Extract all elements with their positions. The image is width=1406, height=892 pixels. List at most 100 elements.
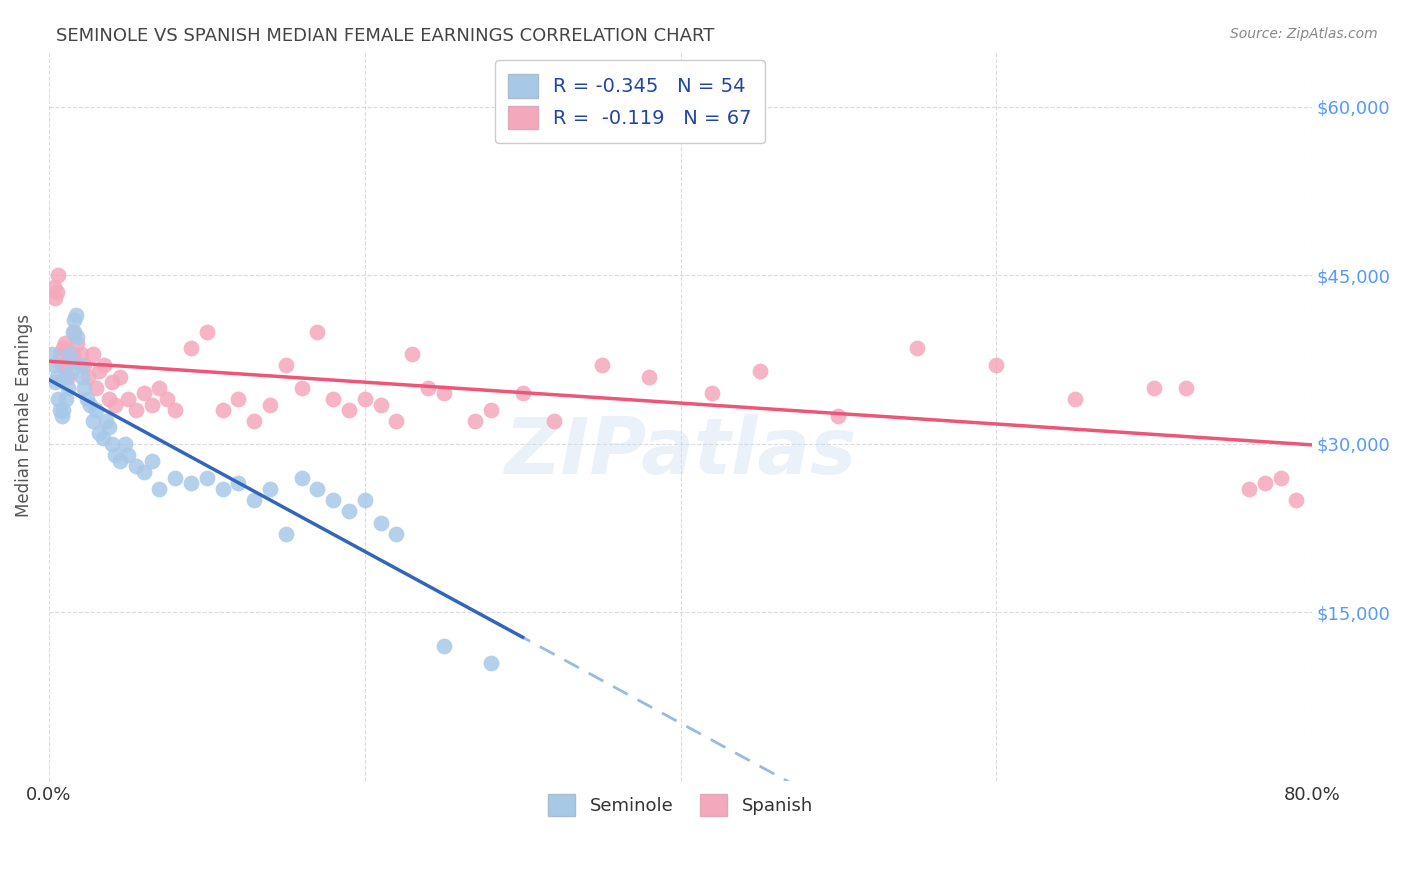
Point [479,403,502,417]
Point [44,291,66,305]
Point [1064,392,1087,406]
Point [104,448,127,462]
Point [827,409,849,423]
Point [108,454,131,468]
Point [211,403,233,417]
Point [228,476,250,491]
Point [322,493,344,508]
Point [86,381,108,395]
Point [70,369,93,384]
Point [51,409,73,423]
Point [986,359,1008,373]
Point [49,403,72,417]
Point [93,359,115,373]
Point [52,342,75,356]
Point [370,398,392,412]
Point [353,493,375,508]
Point [77,369,100,384]
Point [66,330,89,344]
Point [401,347,423,361]
Point [211,482,233,496]
Point [62,325,84,339]
Text: ZIPatlas: ZIPatlas [505,415,856,491]
Point [700,386,723,401]
Point [1285,493,1308,508]
Point [45,369,67,384]
Point [291,381,314,395]
Point [82,414,104,428]
Point [42,279,65,293]
Point [69,359,91,373]
Point [56,369,79,384]
Point [416,381,439,395]
Point [45,285,67,300]
Point [44,375,66,389]
Point [748,364,770,378]
Point [905,342,928,356]
Point [141,398,163,412]
Point [58,352,80,367]
Y-axis label: Median Female Earnings: Median Female Earnings [15,314,32,517]
Point [433,386,456,401]
Point [464,414,486,428]
Point [42,359,65,373]
Point [132,386,155,401]
Point [322,392,344,406]
Point [63,325,86,339]
Point [243,414,266,428]
Point [53,369,76,384]
Text: SEMINOLE VS SPANISH MEDIAN FEMALE EARNINGS CORRELATION CHART: SEMINOLE VS SPANISH MEDIAN FEMALE EARNIN… [56,27,714,45]
Point [114,437,136,451]
Point [1237,482,1260,496]
Point [48,268,70,283]
Point [62,347,84,361]
Point [108,369,131,384]
Legend: Seminole, Spanish: Seminole, Spanish [537,783,824,827]
Point [543,414,565,428]
Text: Source: ZipAtlas.com: Source: ZipAtlas.com [1230,27,1378,41]
Point [89,364,111,378]
Point [165,403,187,417]
Point [195,325,218,339]
Point [56,381,79,395]
Point [73,359,96,373]
Point [101,375,124,389]
Point [63,313,86,327]
Point [101,437,124,451]
Point [69,347,91,361]
Point [512,386,534,401]
Point [148,381,170,395]
Point [1254,476,1277,491]
Point [291,470,314,484]
Point [259,398,281,412]
Point [259,482,281,496]
Point [79,398,101,412]
Point [98,392,121,406]
Point [125,403,148,417]
Point [337,504,360,518]
Point [274,359,297,373]
Point [385,526,408,541]
Point [180,476,202,491]
Point [55,359,77,373]
Point [156,392,179,406]
Point [66,335,89,350]
Point [385,414,408,428]
Point [51,359,73,373]
Point [479,656,502,670]
Point [60,364,83,378]
Point [1270,470,1292,484]
Point [1143,381,1166,395]
Point [91,431,114,445]
Point [53,335,76,350]
Point [274,526,297,541]
Point [82,347,104,361]
Point [65,308,87,322]
Point [117,392,139,406]
Point [353,392,375,406]
Point [243,493,266,508]
Point [52,403,75,417]
Point [125,459,148,474]
Point [117,448,139,462]
Point [165,470,187,484]
